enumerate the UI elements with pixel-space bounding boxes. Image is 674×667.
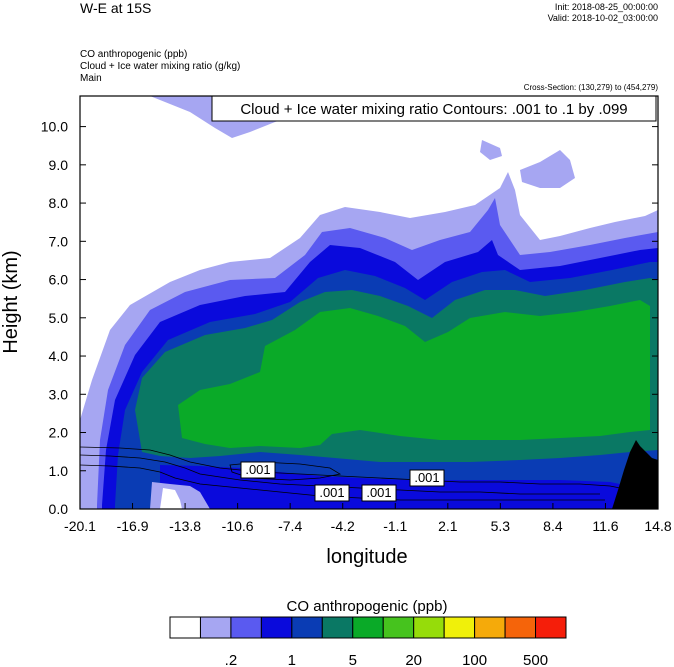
terrain bbox=[612, 440, 658, 509]
contour-line bbox=[80, 464, 605, 501]
cross-section-label: Cross-Section: (130,279) to (454,279) bbox=[523, 83, 658, 92]
x-tick-label: 11.6 bbox=[592, 518, 618, 534]
colorbar-swatch bbox=[321, 616, 354, 639]
colorbar-labels: .2 1 5 20 100 500 bbox=[225, 652, 548, 667]
co-surface-white bbox=[160, 488, 182, 509]
y-tick-label: 10.0 bbox=[41, 119, 68, 135]
colorbar-label: 1 bbox=[288, 652, 296, 667]
y-tick-label: 6.0 bbox=[49, 272, 69, 288]
colorbar-swatch bbox=[443, 616, 476, 639]
co-band-6 bbox=[178, 300, 650, 448]
colorbar-swatch bbox=[260, 616, 293, 639]
x-tick-label: -1.1 bbox=[383, 518, 407, 534]
colorbar-title: CO anthropogenic (ppb) bbox=[287, 598, 448, 615]
field-name-co: CO anthropogenic (ppb) bbox=[80, 49, 188, 60]
x-tick-label: 8.4 bbox=[543, 518, 563, 534]
colorbar-swatch bbox=[382, 616, 415, 639]
contour-label: .001 bbox=[245, 462, 270, 477]
colorbar-swatch bbox=[474, 616, 506, 639]
shaded-field bbox=[80, 96, 658, 509]
contour-line bbox=[80, 454, 600, 495]
x-tick-label: -13.8 bbox=[169, 518, 201, 534]
colorbar-swatch bbox=[504, 616, 537, 639]
x-tick-label: -20.1 bbox=[64, 518, 96, 534]
plot-frame bbox=[79, 95, 659, 510]
colorbar-label: 5 bbox=[349, 652, 357, 667]
contour-label-box bbox=[409, 469, 445, 487]
y-tick-label: 4.0 bbox=[49, 348, 69, 364]
y-axis-label: Height (km) bbox=[0, 250, 22, 353]
x-tick-label: 14.8 bbox=[644, 518, 671, 534]
colorbar-swatch bbox=[199, 616, 232, 639]
cloud-contours bbox=[80, 446, 621, 501]
y-axis: 0.0 1.0 2.0 3.0 4.0 5.0 6.0 7.0 8.0 9.0 10.0 bbox=[41, 119, 658, 517]
contour-label: .001 bbox=[319, 485, 344, 500]
y-tick-label: 7.0 bbox=[49, 233, 69, 249]
contour-labels: .001 .001 .001 .001 bbox=[240, 461, 445, 502]
colorbar-swatch bbox=[230, 616, 262, 639]
colorbar-swatch bbox=[535, 616, 567, 639]
field-name-cloud: Cloud + Ice water mixing ratio (g/kg) bbox=[80, 61, 241, 72]
x-tick-label: 2.1 bbox=[438, 518, 458, 534]
contour-info-text: Cloud + Ice water mixing ratio Contours:… bbox=[240, 101, 627, 118]
x-tick-label: -4.2 bbox=[331, 518, 355, 534]
contour-label: .001 bbox=[366, 485, 391, 500]
x-tick-label: 5.3 bbox=[491, 518, 511, 534]
y-tick-label: 9.0 bbox=[49, 157, 69, 173]
contour-label-box bbox=[361, 484, 397, 502]
colorbar bbox=[169, 616, 567, 639]
y-tick-label: 8.0 bbox=[49, 195, 69, 211]
contour-line bbox=[80, 446, 621, 489]
colorbar-swatch bbox=[352, 616, 384, 639]
colorbar-swatch bbox=[291, 616, 323, 639]
x-axis: -20.1 -16.9 -13.8 -10.6 -7.4 -4.2 -1.1 2.1 5.3 8.… bbox=[64, 503, 672, 534]
x-tick-label: -7.4 bbox=[278, 518, 302, 534]
y-tick-label: 3.0 bbox=[49, 386, 69, 402]
colorbar-label: 100 bbox=[462, 652, 487, 667]
colorbar-label: 20 bbox=[405, 652, 422, 667]
colorbar-swatch bbox=[413, 616, 445, 639]
contour-label: .001 bbox=[414, 470, 439, 485]
contour-label-box bbox=[240, 461, 276, 479]
chart-title: W-E at 15S bbox=[80, 0, 152, 16]
y-tick-label: 5.0 bbox=[49, 310, 69, 326]
y-tick-label: 0.0 bbox=[49, 501, 69, 517]
y-tick-label: 1.0 bbox=[49, 463, 69, 479]
x-tick-label: -10.6 bbox=[222, 518, 254, 534]
x-axis-label: longitude bbox=[326, 546, 407, 568]
contour-label-box bbox=[314, 484, 350, 502]
init-time: Init: 2018-08-25_00:00:00 bbox=[554, 2, 658, 12]
x-tick-label: -16.9 bbox=[117, 518, 149, 534]
y-tick-label: 2.0 bbox=[49, 425, 69, 441]
colorbar-swatch bbox=[169, 616, 201, 639]
colorbar-label: 500 bbox=[523, 652, 548, 667]
colorbar-label: .2 bbox=[225, 652, 238, 667]
field-name-main: Main bbox=[80, 73, 102, 84]
valid-time: Valid: 2018-10-02_03:00:00 bbox=[547, 13, 658, 23]
